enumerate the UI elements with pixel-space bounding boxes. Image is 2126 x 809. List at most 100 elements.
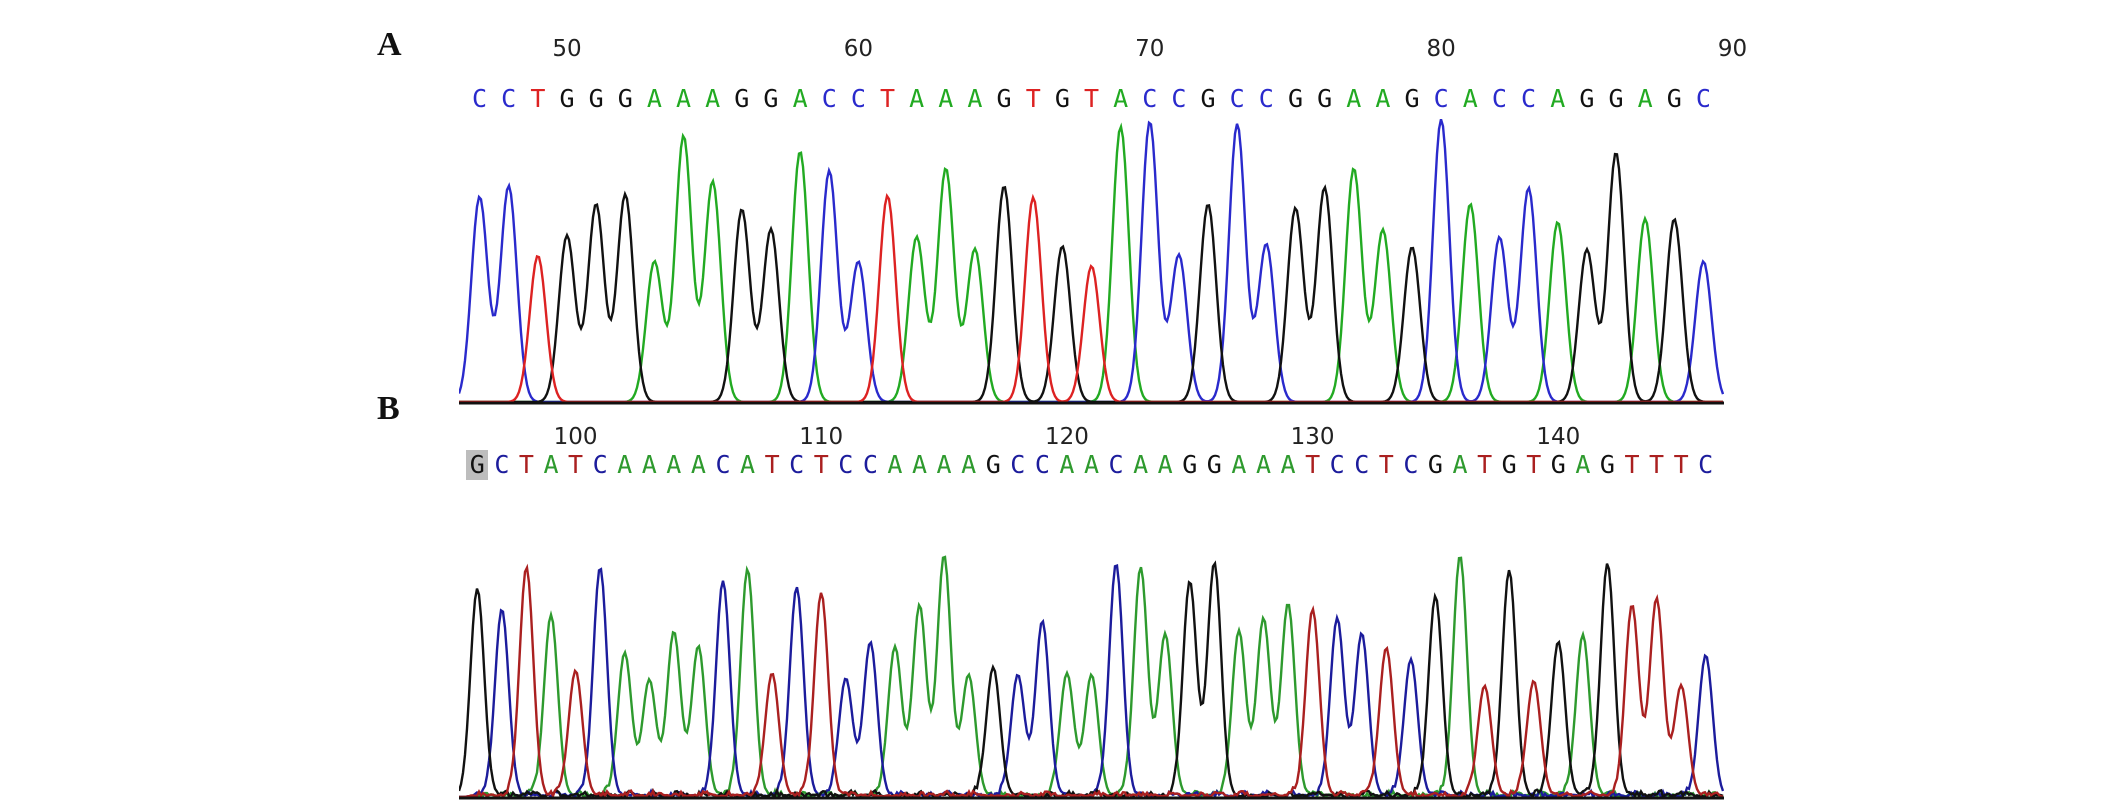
base-call: C [501,84,517,113]
base-call: G [588,84,604,113]
base-call: C [1403,450,1419,479]
position-tick-label: 130 [1290,424,1335,450]
base-call: C [494,450,510,479]
position-tick-label: 80 [1426,36,1456,62]
base-call: A [1133,450,1149,479]
position-tick-label: 140 [1536,424,1581,450]
panel-label-a: A [377,26,402,63]
base-call: T [530,84,546,113]
base-call: G [1501,450,1517,479]
base-call: G [1206,450,1222,479]
base-call: C [592,450,608,479]
base-call: C [838,450,854,479]
base-call: T [813,450,829,479]
base-call: C [1142,84,1158,113]
base-call: A [1083,450,1100,479]
base-call: A [792,84,808,113]
trace-channel-c [459,118,1724,404]
base-call: G [1404,84,1420,113]
base-call: G [617,84,633,113]
trace-channel-a [459,555,1724,800]
base-call: G [985,450,1001,479]
base-call: G [996,84,1012,113]
base-call: A [961,450,977,479]
base-call: A [936,450,952,479]
base-call: A [1059,450,1075,479]
base-call: G [1054,84,1070,113]
base-call: A [543,450,559,479]
base-call: A [1637,84,1653,113]
position-tick-label: 110 [799,424,844,450]
base-call: C [862,450,878,479]
base-call: T [879,84,896,113]
base-call: A [938,84,954,113]
base-call: C [472,84,488,113]
position-tick-label: 100 [553,424,598,450]
base-call: C [821,84,837,113]
base-call: T [1378,450,1394,479]
base-call: G [1287,84,1303,113]
base-call: G [763,84,779,113]
base-call: A [911,450,928,479]
base-call: G [1182,450,1198,479]
base-call: T [764,450,780,479]
base-call: G [1579,84,1595,113]
base-call: A [1550,84,1566,113]
base-call: A [1255,450,1271,479]
trace-channel-t [459,563,1724,800]
base-call: A [887,450,903,479]
base-call: A [967,84,983,113]
base-call: C [1491,84,1507,113]
base-call: A [690,450,706,479]
base-call: T [568,450,584,479]
base-call: G [1317,84,1333,113]
chromatogram-trace-b [459,555,1724,800]
base-call: T [1477,450,1493,479]
base-call: T [1305,450,1321,479]
base-call: C [1171,84,1187,113]
position-tick-label: 120 [1044,424,1089,450]
base-call: C [1108,450,1124,479]
base-call: C [1258,84,1274,113]
base-call: A [641,450,657,479]
position-tick-label: 50 [552,36,582,62]
base-call: A [1280,450,1296,479]
position-tick-label: 70 [1135,36,1165,62]
base-call: A [705,84,721,113]
chromatogram-trace-a [459,118,1724,405]
base-call: A [1575,450,1591,479]
trace-channel-g [459,152,1723,404]
base-call: T [1624,450,1640,479]
base-call: A [1452,450,1468,479]
base-call: A [676,84,692,113]
base-call: G [1427,450,1443,479]
base-call: T [1526,450,1542,479]
trace-channel-a [459,122,1723,404]
base-call: C [1521,84,1537,113]
base-call: T [518,450,534,479]
base-call: A [1346,84,1362,113]
base-call: C [1698,450,1714,479]
base-call: G [1599,450,1615,479]
base-call: G [734,84,750,113]
base-call: T [1025,84,1041,113]
base-call: A [666,450,682,479]
base-call: A [1157,450,1173,479]
position-tick-label: 90 [1717,36,1748,62]
base-call: G [1666,84,1682,113]
base-call: C [1229,84,1245,113]
base-call: C [1010,450,1026,479]
base-call: A [909,84,925,113]
base-call: A [1462,84,1478,113]
base-call: C [789,450,805,479]
base-call: C [1354,450,1370,479]
base-call: G [559,84,575,113]
panel-label-b: B [377,390,400,427]
base-call: C [1433,84,1449,113]
base-call: A [1231,450,1247,479]
base-call: G [466,450,489,480]
base-call: G [1550,450,1566,479]
base-call: G [1200,84,1216,113]
base-call: A [617,450,633,479]
base-call: C [1329,450,1345,479]
